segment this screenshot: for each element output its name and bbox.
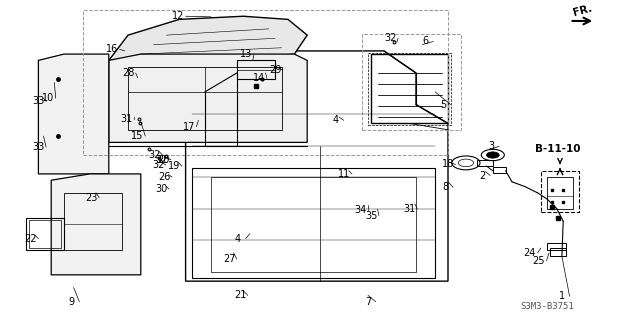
Text: 32: 32 <box>384 33 397 43</box>
Bar <box>192 167 435 278</box>
Text: 13: 13 <box>240 49 253 59</box>
Bar <box>493 167 506 173</box>
Text: 3: 3 <box>488 141 495 151</box>
Bar <box>547 177 573 209</box>
Text: 32: 32 <box>152 160 164 170</box>
Text: 6: 6 <box>422 36 429 47</box>
Text: 32: 32 <box>155 155 168 165</box>
Text: 8: 8 <box>442 182 449 192</box>
Text: 18: 18 <box>442 160 454 169</box>
Bar <box>29 220 61 248</box>
Text: 27: 27 <box>223 254 236 264</box>
Text: 5: 5 <box>440 100 446 109</box>
Bar <box>26 218 64 249</box>
Text: 31: 31 <box>403 204 416 214</box>
Bar <box>477 160 493 166</box>
Bar <box>371 54 448 123</box>
Text: 29: 29 <box>269 65 282 75</box>
Bar <box>128 67 282 130</box>
Bar <box>550 248 566 256</box>
Text: 24: 24 <box>524 248 536 258</box>
Text: 11: 11 <box>338 169 351 179</box>
Text: FR.: FR. <box>572 3 593 18</box>
Text: 35: 35 <box>365 211 378 220</box>
Text: 22: 22 <box>24 234 37 244</box>
Text: 33: 33 <box>32 142 45 152</box>
Text: 9: 9 <box>68 297 75 307</box>
Text: 19: 19 <box>168 161 180 171</box>
Bar <box>547 243 566 249</box>
Polygon shape <box>109 54 307 142</box>
Polygon shape <box>51 174 141 275</box>
Polygon shape <box>38 54 109 174</box>
Text: 17: 17 <box>182 122 195 132</box>
Bar <box>211 177 416 272</box>
Text: B-11-10: B-11-10 <box>535 144 581 154</box>
Bar <box>368 53 451 125</box>
Text: 31: 31 <box>120 114 133 124</box>
Text: 14: 14 <box>253 73 266 83</box>
Bar <box>64 193 122 249</box>
Text: 4: 4 <box>333 115 339 125</box>
Text: 16: 16 <box>106 44 118 54</box>
Bar <box>237 60 275 79</box>
Text: 30: 30 <box>155 184 168 194</box>
Text: 1: 1 <box>559 291 565 301</box>
Text: 2: 2 <box>479 170 486 181</box>
Text: 23: 23 <box>85 193 98 203</box>
Circle shape <box>486 152 499 158</box>
Text: 15: 15 <box>131 131 144 141</box>
Text: 32: 32 <box>148 150 161 160</box>
Text: S3M3-B3751: S3M3-B3751 <box>520 302 574 311</box>
Text: 21: 21 <box>234 290 246 300</box>
Text: 28: 28 <box>122 68 134 78</box>
Text: 12: 12 <box>172 11 184 21</box>
Text: 10: 10 <box>42 93 54 103</box>
Text: 34: 34 <box>354 205 367 215</box>
Bar <box>541 171 579 212</box>
Polygon shape <box>109 16 307 60</box>
Text: 33: 33 <box>32 96 45 107</box>
Text: 4: 4 <box>235 234 241 244</box>
Text: 7: 7 <box>365 297 371 307</box>
Text: 26: 26 <box>158 172 171 182</box>
Text: 25: 25 <box>532 256 545 266</box>
Text: 20: 20 <box>157 155 170 165</box>
